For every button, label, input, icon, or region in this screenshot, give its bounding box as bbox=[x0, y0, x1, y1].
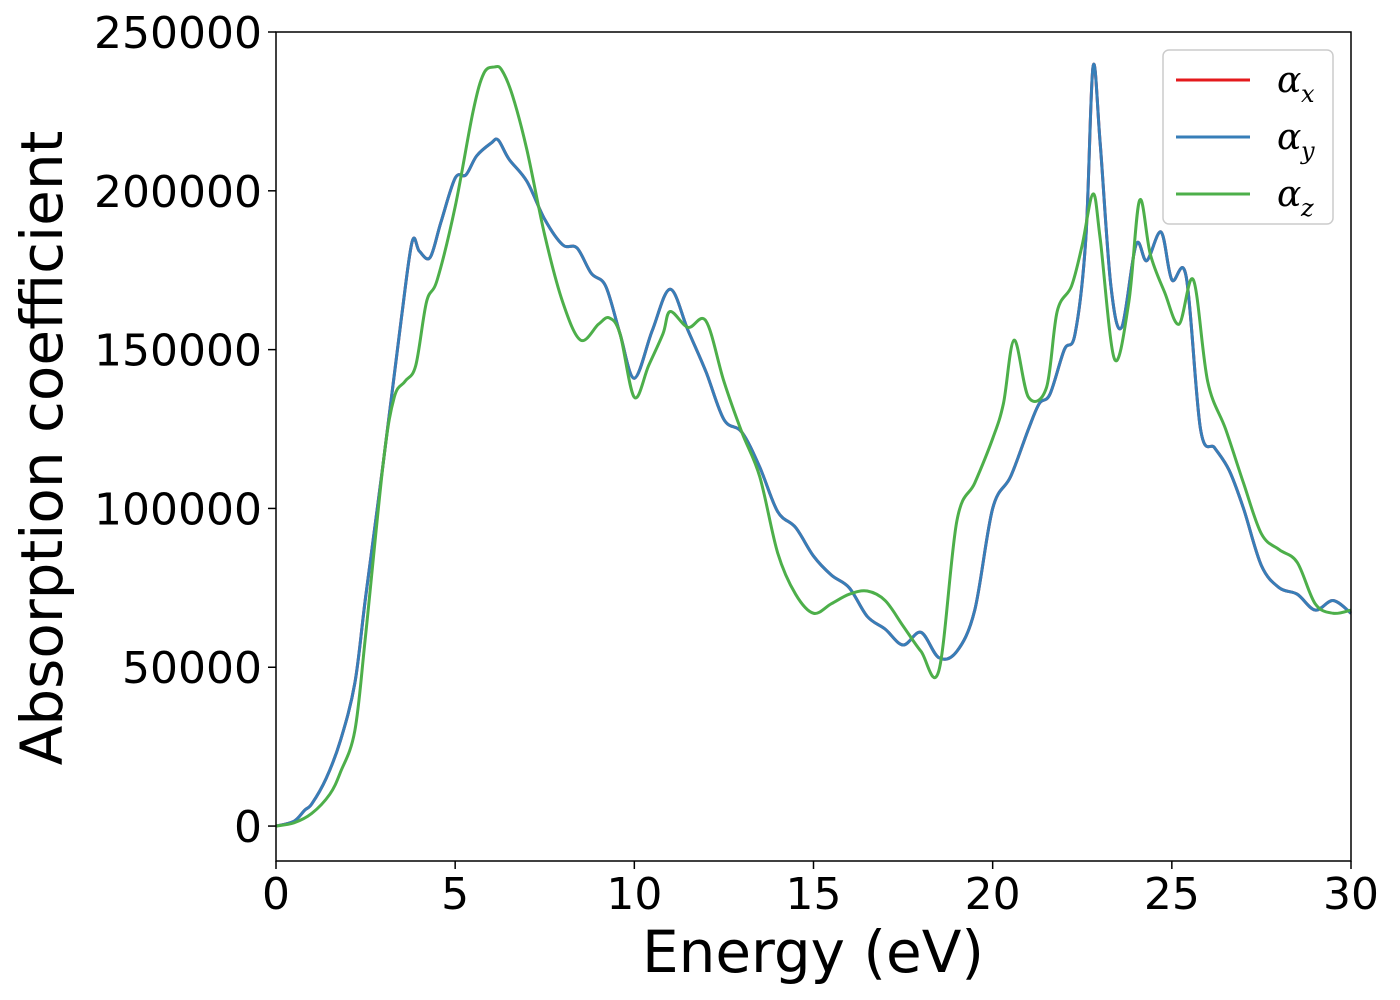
y-tick-label: 100000 bbox=[94, 484, 262, 535]
x-tick-label: 0 bbox=[262, 869, 290, 920]
x-axis-ticks: 0 5 10 15 20 25 30 bbox=[262, 861, 1379, 920]
legend-label: α bbox=[1277, 174, 1301, 215]
y-axis-ticks: 0 50000 100000 150000 200000 250000 bbox=[94, 8, 276, 853]
legend: α xα yα z bbox=[1162, 49, 1334, 225]
x-tick-label: 30 bbox=[1323, 869, 1379, 920]
y-tick-label: 0 bbox=[234, 802, 262, 853]
x-tick-label: 5 bbox=[441, 869, 469, 920]
y-tick-label: 150000 bbox=[94, 326, 262, 377]
legend-subscript: x bbox=[1301, 80, 1315, 108]
y-tick-label: 50000 bbox=[122, 643, 262, 694]
legend-subscript: z bbox=[1300, 194, 1314, 222]
x-tick-label: 25 bbox=[1144, 869, 1200, 920]
series-line-2 bbox=[275, 62, 1352, 828]
x-tick-label: 15 bbox=[786, 869, 842, 920]
series-line-3 bbox=[275, 64, 1352, 828]
legend-label: α bbox=[1277, 117, 1301, 158]
legend-label: α bbox=[1277, 60, 1301, 101]
y-axis-title: Absorption coefficient bbox=[8, 131, 76, 766]
x-tick-label: 20 bbox=[965, 869, 1021, 920]
series-layer bbox=[275, 62, 1352, 828]
y-tick-label: 250000 bbox=[94, 8, 262, 59]
x-axis-title: Energy (eV) bbox=[642, 918, 984, 986]
y-tick-label: 200000 bbox=[94, 167, 262, 218]
x-tick-label: 10 bbox=[606, 869, 662, 920]
legend-subscript: y bbox=[1300, 137, 1315, 165]
